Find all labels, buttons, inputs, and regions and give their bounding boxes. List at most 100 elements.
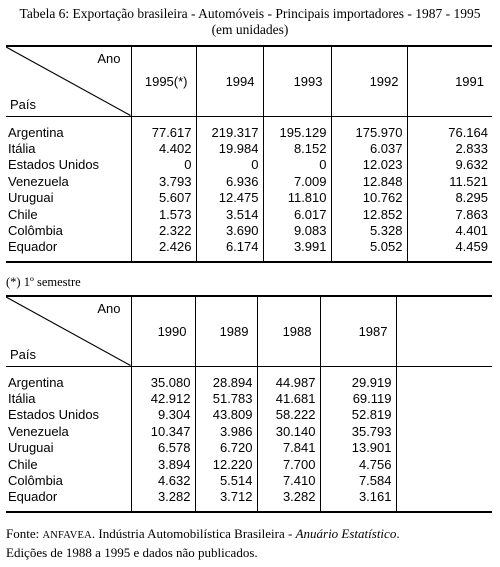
value-cell: 6.174 (196, 239, 264, 263)
value-cell: 6.936 (196, 173, 264, 191)
table-row: Venezuela 10.347 3.986 30.140 35.793 (6, 423, 492, 441)
table-row: Estados Unidos 9.304 43.809 58.222 52.819 (6, 407, 492, 424)
value-cell: 5.328 (331, 222, 408, 240)
value-cell: 6.017 (263, 206, 332, 223)
source-note: Fonte: ANFAVEA. Indústria Automobilístic… (6, 525, 400, 561)
value-cell: 12.475 (196, 190, 264, 207)
value-cell: 7.863 (455, 206, 488, 222)
value-cell: 10.347 (131, 423, 196, 441)
value-cell: 4.459 (407, 239, 492, 263)
source-publication: Anuário Estatístico (295, 526, 397, 541)
value-cell: 4.632 (131, 472, 196, 490)
value-cell: 13.901 (320, 440, 397, 457)
source-end: . (396, 526, 400, 541)
table-row: Chile 3.894 12.220 7.700 4.756 (6, 456, 492, 473)
corner-label-ano: Ano (97, 301, 121, 316)
value-cell: 51.783 (195, 390, 258, 408)
value-cell: 9.632 (455, 157, 488, 173)
value-cell: 3.712 (195, 489, 258, 513)
table-row: Argentina 35.080 28.894 44.987 29.919 (6, 366, 492, 391)
country-cell: Uruguai (6, 440, 132, 457)
value-cell: 43.809 (195, 407, 258, 424)
value-cell: 77.617 (131, 116, 197, 141)
value-cell: 4.756 (320, 456, 397, 473)
empty-cell (396, 473, 492, 489)
value-cell: 44.987 (257, 366, 321, 391)
value-cell: 3.991 (263, 239, 332, 263)
value-cell: 7.841 (257, 440, 321, 457)
value-cell: 69.119 (320, 390, 397, 408)
value-cell: 52.819 (320, 407, 397, 424)
empty-cell (396, 457, 492, 473)
value-cell: 7.700 (257, 456, 321, 473)
value-cell: 58.222 (257, 407, 321, 424)
empty-cell (396, 489, 492, 513)
value-cell: 0 (131, 157, 197, 174)
value-cell: 175.970 (331, 116, 408, 141)
table-row: Equador 2.426 6.174 3.991 5.052 4.459 (6, 239, 492, 263)
value-cell: 19.984 (196, 140, 264, 158)
table-row: Colômbia 4.632 5.514 7.410 7.584 (6, 472, 492, 490)
table-row: Chile 1.573 3.514 6.017 12.852 7.863 (6, 206, 492, 223)
year-header: 1994 (196, 45, 264, 117)
country-cell: Itália (6, 140, 132, 158)
table-row: Uruguai 6.578 6.720 7.841 13.901 (6, 440, 492, 457)
year-header: 1991 (407, 45, 492, 117)
year-header: 1992 (331, 45, 408, 117)
value-cell: 35.793 (320, 423, 397, 441)
value-cell: 7.009 (263, 173, 332, 191)
value-cell: 5.514 (195, 472, 258, 490)
country-cell: Estados Unidos (6, 407, 132, 424)
value-cell: 2.426 (131, 239, 197, 263)
title-line-2: (em unidades) (211, 22, 289, 37)
value-cell: 11.521 (449, 173, 488, 189)
corner-label-pais: País (10, 346, 37, 362)
empty-cell (396, 424, 492, 440)
country-cell: Venezuela (6, 423, 132, 441)
value-cell: 0 (263, 157, 332, 174)
value-cell: 2.322 (131, 222, 197, 240)
header-row: Ano País 1995(*) 1994 1993 1992 1991 (6, 45, 492, 117)
value-cell: 41.681 (257, 390, 321, 408)
country-cell: Uruguai (6, 190, 132, 207)
value-cell: 0 (196, 157, 264, 174)
empty-cell (396, 440, 492, 456)
header-corner: Ano País (6, 295, 132, 367)
value-cell: 10.762 (331, 190, 408, 207)
source-text: . Indústria Automobilística Brasileira - (91, 526, 293, 541)
value-cell: 28.894 (195, 366, 258, 391)
country-cell: Chile (6, 456, 132, 473)
table-row: Itália 4.402 19.984 8.152 6.037 2.833 (6, 140, 492, 158)
export-table-1990-1987: Ano País 1990 1989 1988 1987 Argentina 35.08… (6, 295, 492, 513)
export-table-1995-1991: Ano País 1995(*) 1994 1993 1992 1991 Argenti… (6, 45, 492, 263)
value-cell: 4.402 (131, 140, 197, 158)
source-line-1: Fonte: ANFAVEA. Indústria Automobilístic… (6, 525, 400, 544)
value-cell: 1.573 (131, 206, 197, 223)
value-cell: 3.282 (257, 489, 321, 513)
title-line-1: Tabela 6: Exportação brasileira - Automó… (19, 6, 481, 21)
value-cell: 12.848 (331, 173, 408, 191)
empty-cell (396, 366, 492, 391)
corner-label-pais: País (10, 96, 37, 112)
table-title: Tabela 6: Exportação brasileira - Automó… (0, 6, 500, 38)
year-header: 1995(*) (131, 45, 197, 117)
value-cell: 2.833 (455, 140, 488, 156)
value-cell: 3.793 (131, 173, 197, 191)
country-cell: Chile (6, 206, 132, 223)
value-cell: 3.161 (320, 489, 397, 513)
diagonal-divider (6, 47, 131, 116)
value-cell: 5.052 (331, 239, 408, 263)
value-cell: 11.810 (263, 190, 332, 207)
diagonal-divider (6, 297, 131, 366)
value-cell: 7.584 (320, 472, 397, 490)
country-cell: Argentina (6, 116, 132, 141)
empty-cell (396, 391, 492, 407)
corner-label-ano: Ano (97, 51, 121, 66)
value-cell: 6.720 (195, 440, 258, 457)
country-cell: Argentina (6, 366, 132, 391)
year-header: 1990 (131, 295, 196, 367)
table-row: Uruguai 5.607 12.475 11.810 10.762 8.295 (6, 190, 492, 207)
value-cell: 3.894 (131, 456, 196, 473)
country-cell: Venezuela (6, 173, 132, 191)
table-row: Equador 3.282 3.712 3.282 3.161 (6, 489, 492, 513)
